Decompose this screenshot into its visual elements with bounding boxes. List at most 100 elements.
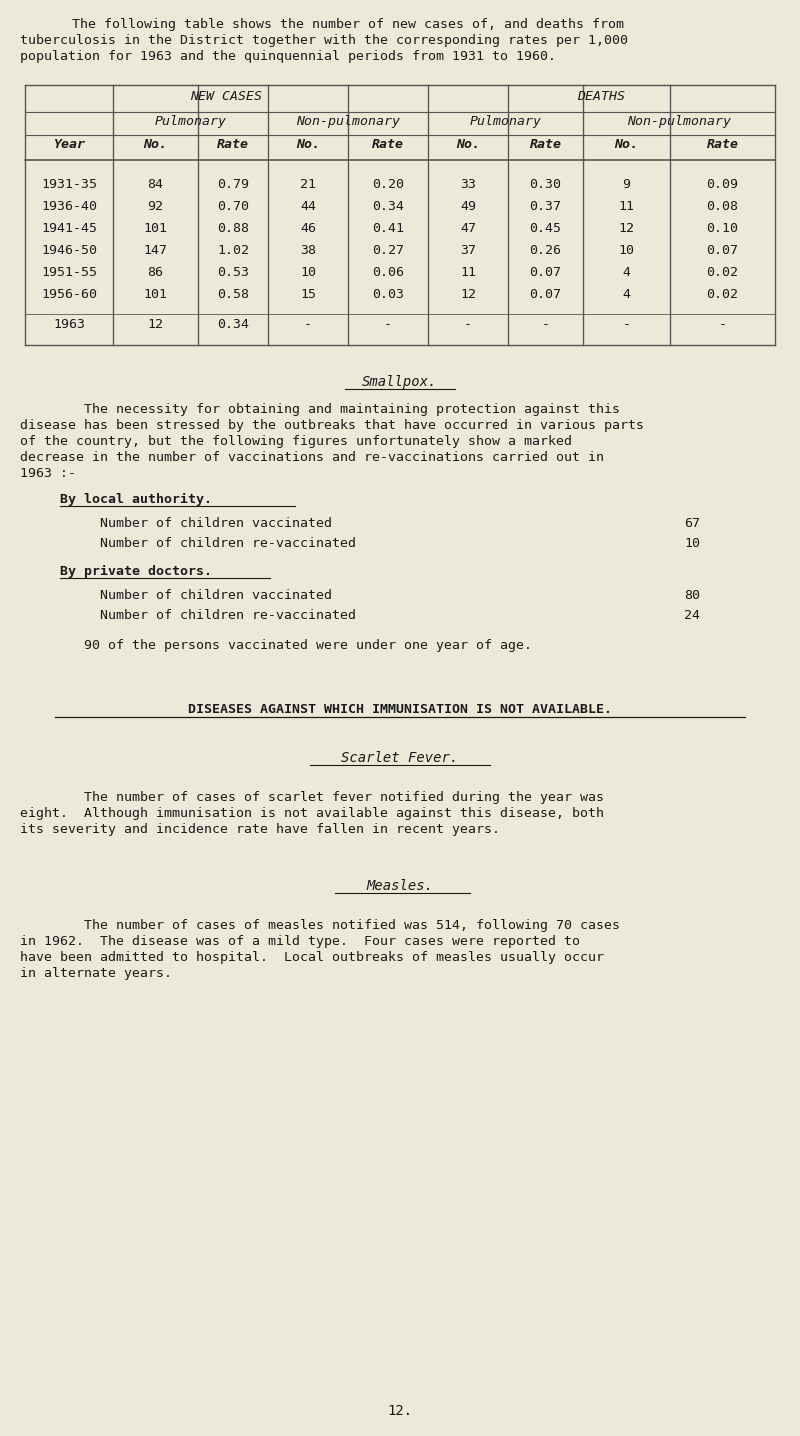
Text: 0.37: 0.37 — [530, 200, 562, 213]
Text: in 1962.  The disease was of a mild type.  Four cases were reported to: in 1962. The disease was of a mild type.… — [20, 935, 580, 948]
Text: 101: 101 — [143, 223, 167, 236]
Text: 0.53: 0.53 — [217, 266, 249, 279]
Text: 11: 11 — [618, 200, 634, 213]
Text: Scarlet Fever.: Scarlet Fever. — [342, 751, 458, 765]
Text: 0.20: 0.20 — [372, 178, 404, 191]
Text: Non-pulmonary: Non-pulmonary — [296, 115, 400, 128]
Text: 86: 86 — [147, 266, 163, 279]
Text: 12: 12 — [460, 289, 476, 302]
Text: 1951-55: 1951-55 — [41, 266, 97, 279]
Text: No.: No. — [456, 138, 480, 151]
Text: 0.88: 0.88 — [217, 223, 249, 236]
Text: 101: 101 — [143, 289, 167, 302]
Text: No.: No. — [296, 138, 320, 151]
Text: 1963: 1963 — [53, 319, 85, 332]
Text: 10: 10 — [684, 537, 700, 550]
Text: its severity and incidence rate have fallen in recent years.: its severity and incidence rate have fal… — [20, 823, 500, 836]
Text: Number of children re-vaccinated: Number of children re-vaccinated — [100, 537, 356, 550]
Text: 1946-50: 1946-50 — [41, 244, 97, 257]
Text: The number of cases of measles notified was 514, following 70 cases: The number of cases of measles notified … — [20, 919, 620, 932]
Text: 0.70: 0.70 — [217, 200, 249, 213]
Text: No.: No. — [143, 138, 167, 151]
Text: of the country, but the following figures unfortunately show a marked: of the country, but the following figure… — [20, 435, 572, 448]
Text: eight.  Although immunisation is not available against this disease, both: eight. Although immunisation is not avai… — [20, 807, 604, 820]
Text: No.: No. — [614, 138, 638, 151]
Text: Smallpox.: Smallpox. — [362, 375, 438, 389]
Text: 80: 80 — [684, 589, 700, 602]
Text: 1956-60: 1956-60 — [41, 289, 97, 302]
Text: 0.41: 0.41 — [372, 223, 404, 236]
Text: 1936-40: 1936-40 — [41, 200, 97, 213]
Text: 10: 10 — [300, 266, 316, 279]
Text: tuberculosis in the District together with the corresponding rates per 1,000: tuberculosis in the District together wi… — [20, 34, 628, 47]
Text: 0.02: 0.02 — [706, 289, 738, 302]
Text: decrease in the number of vaccinations and re-vaccinations carried out in: decrease in the number of vaccinations a… — [20, 451, 604, 464]
Text: 21: 21 — [300, 178, 316, 191]
Text: 0.34: 0.34 — [217, 319, 249, 332]
Text: 0.30: 0.30 — [530, 178, 562, 191]
Text: 38: 38 — [300, 244, 316, 257]
Text: 9: 9 — [622, 178, 630, 191]
Text: 0.09: 0.09 — [706, 178, 738, 191]
Text: 12.: 12. — [387, 1404, 413, 1417]
Text: DEATHS: DEATHS — [578, 90, 626, 103]
Text: The necessity for obtaining and maintaining protection against this: The necessity for obtaining and maintain… — [20, 404, 620, 416]
Text: The following table shows the number of new cases of, and deaths from: The following table shows the number of … — [40, 19, 624, 32]
Text: Measles.: Measles. — [366, 879, 434, 893]
Text: 0.06: 0.06 — [372, 266, 404, 279]
Text: 0.08: 0.08 — [706, 200, 738, 213]
Text: in alternate years.: in alternate years. — [20, 968, 172, 981]
Text: 0.27: 0.27 — [372, 244, 404, 257]
Text: 11: 11 — [460, 266, 476, 279]
Text: 67: 67 — [684, 517, 700, 530]
Text: 0.07: 0.07 — [530, 266, 562, 279]
Text: Non-pulmonary: Non-pulmonary — [627, 115, 731, 128]
Text: 12: 12 — [147, 319, 163, 332]
Text: 47: 47 — [460, 223, 476, 236]
Text: -: - — [384, 319, 392, 332]
Text: 24: 24 — [684, 609, 700, 622]
Text: disease has been stressed by the outbreaks that have occurred in various parts: disease has been stressed by the outbrea… — [20, 419, 644, 432]
Text: By local authority.: By local authority. — [60, 493, 212, 507]
Text: Pulmonary: Pulmonary — [470, 115, 542, 128]
Text: 0.02: 0.02 — [706, 266, 738, 279]
Text: 10: 10 — [618, 244, 634, 257]
Text: 0.58: 0.58 — [217, 289, 249, 302]
Text: 92: 92 — [147, 200, 163, 213]
Text: 84: 84 — [147, 178, 163, 191]
Text: Number of children vaccinated: Number of children vaccinated — [100, 517, 332, 530]
Text: Rate: Rate — [530, 138, 562, 151]
Text: -: - — [304, 319, 312, 332]
Text: 37: 37 — [460, 244, 476, 257]
Text: 147: 147 — [143, 244, 167, 257]
Text: 49: 49 — [460, 200, 476, 213]
Text: Number of children vaccinated: Number of children vaccinated — [100, 589, 332, 602]
Text: 90 of the persons vaccinated were under one year of age.: 90 of the persons vaccinated were under … — [20, 639, 532, 652]
Text: Pulmonary: Pulmonary — [154, 115, 226, 128]
Text: 0.26: 0.26 — [530, 244, 562, 257]
Text: 46: 46 — [300, 223, 316, 236]
Text: 0.07: 0.07 — [530, 289, 562, 302]
Text: NEW CASES: NEW CASES — [190, 90, 262, 103]
Text: -: - — [464, 319, 472, 332]
Text: 44: 44 — [300, 200, 316, 213]
Text: The number of cases of scarlet fever notified during the year was: The number of cases of scarlet fever not… — [20, 791, 604, 804]
Text: 1963 :-: 1963 :- — [20, 467, 76, 480]
Text: 33: 33 — [460, 178, 476, 191]
Text: 0.45: 0.45 — [530, 223, 562, 236]
Text: population for 1963 and the quinquennial periods from 1931 to 1960.: population for 1963 and the quinquennial… — [20, 50, 556, 63]
Text: 15: 15 — [300, 289, 316, 302]
Text: Rate: Rate — [217, 138, 249, 151]
Text: Year: Year — [53, 138, 85, 151]
Text: 12: 12 — [618, 223, 634, 236]
Text: -: - — [622, 319, 630, 332]
Text: 1941-45: 1941-45 — [41, 223, 97, 236]
Text: Number of children re-vaccinated: Number of children re-vaccinated — [100, 609, 356, 622]
Text: 0.79: 0.79 — [217, 178, 249, 191]
Text: 1.02: 1.02 — [217, 244, 249, 257]
Text: Rate: Rate — [372, 138, 404, 151]
Text: 0.10: 0.10 — [706, 223, 738, 236]
Text: 0.07: 0.07 — [706, 244, 738, 257]
Text: have been admitted to hospital.  Local outbreaks of measles usually occur: have been admitted to hospital. Local ou… — [20, 951, 604, 964]
Text: DISEASES AGAINST WHICH IMMUNISATION IS NOT AVAILABLE.: DISEASES AGAINST WHICH IMMUNISATION IS N… — [188, 704, 612, 717]
